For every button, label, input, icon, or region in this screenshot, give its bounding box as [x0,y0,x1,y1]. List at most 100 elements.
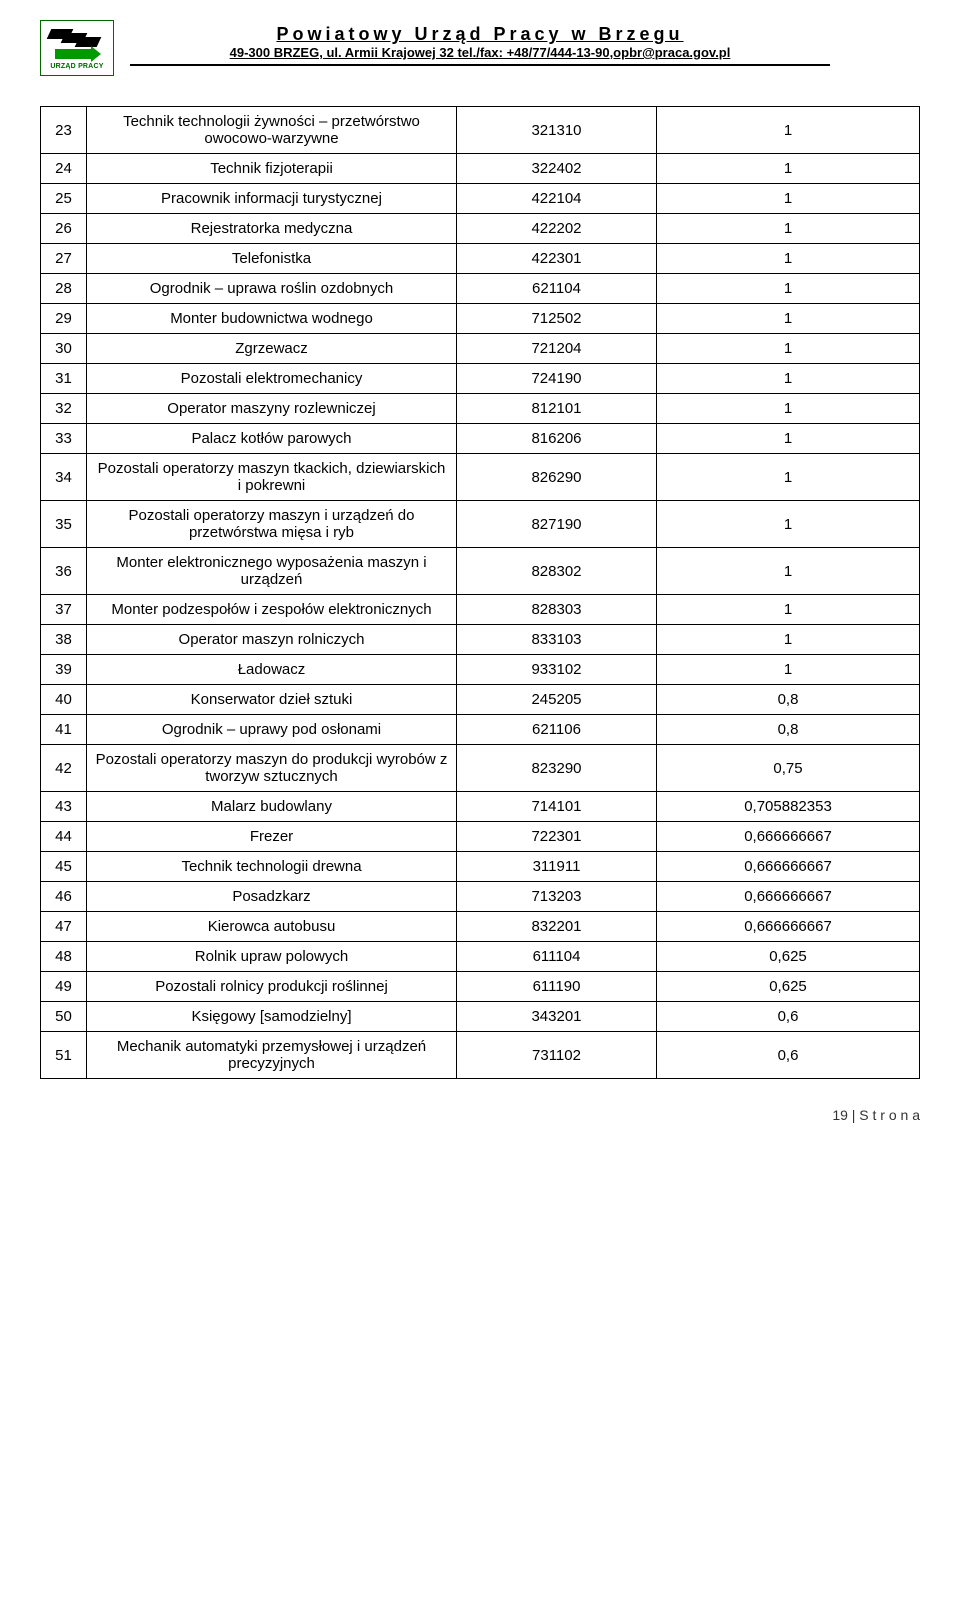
row-value: 1 [657,454,920,501]
row-value: 1 [657,655,920,685]
row-name: Rejestratorka medyczna [87,214,457,244]
table-row: 37Monter podzespołów i zespołów elektron… [41,595,920,625]
row-value: 0,8 [657,715,920,745]
table-row: 42Pozostali operatorzy maszyn do produkc… [41,745,920,792]
row-name: Operator maszyny rozlewniczej [87,394,457,424]
row-value: 0,705882353 [657,792,920,822]
row-name: Pozostali rolnicy produkcji roślinnej [87,972,457,1002]
row-name: Technik fizjoterapii [87,154,457,184]
row-name: Pracownik informacji turystycznej [87,184,457,214]
row-code: 611190 [457,972,657,1002]
row-value: 1 [657,214,920,244]
header-title: Powiatowy Urząd Pracy w Brzegu [130,24,830,45]
row-name: Konserwator dzieł sztuki [87,685,457,715]
row-number: 45 [41,852,87,882]
row-name: Posadzkarz [87,882,457,912]
row-name: Monter elektronicznego wyposażenia maszy… [87,548,457,595]
table-row: 38Operator maszyn rolniczych8331031 [41,625,920,655]
row-code: 812101 [457,394,657,424]
row-code: 611104 [457,942,657,972]
row-name: Palacz kotłów parowych [87,424,457,454]
row-number: 49 [41,972,87,1002]
row-number: 48 [41,942,87,972]
row-number: 47 [41,912,87,942]
row-value: 0,625 [657,972,920,1002]
row-value: 1 [657,154,920,184]
row-number: 40 [41,685,87,715]
row-name: Monter podzespołów i zespołów elektronic… [87,595,457,625]
table-row: 48Rolnik upraw polowych6111040,625 [41,942,920,972]
table-row: 47Kierowca autobusu8322010,666666667 [41,912,920,942]
row-number: 26 [41,214,87,244]
table-row: 31Pozostali elektromechanicy7241901 [41,364,920,394]
table-row: 41Ogrodnik – uprawy pod osłonami6211060,… [41,715,920,745]
row-number: 50 [41,1002,87,1032]
row-code: 343201 [457,1002,657,1032]
row-number: 25 [41,184,87,214]
row-value: 0,666666667 [657,822,920,852]
row-number: 35 [41,501,87,548]
page-header: URZĄD PRACY Powiatowy Urząd Pracy w Brze… [40,24,920,66]
table-row: 25Pracownik informacji turystycznej42210… [41,184,920,214]
row-code: 422202 [457,214,657,244]
row-name: Telefonistka [87,244,457,274]
row-value: 0,75 [657,745,920,792]
row-number: 24 [41,154,87,184]
row-number: 23 [41,107,87,154]
table-row: 26Rejestratorka medyczna4222021 [41,214,920,244]
row-number: 29 [41,304,87,334]
table-row: 40Konserwator dzieł sztuki2452050,8 [41,685,920,715]
table-row: 35Pozostali operatorzy maszyn i urządzeń… [41,501,920,548]
logo: URZĄD PRACY [40,20,114,76]
row-number: 51 [41,1032,87,1079]
row-number: 31 [41,364,87,394]
table-row: 29Monter budownictwa wodnego7125021 [41,304,920,334]
row-value: 1 [657,595,920,625]
row-number: 39 [41,655,87,685]
row-value: 0,666666667 [657,912,920,942]
row-name: Pozostali elektromechanicy [87,364,457,394]
row-name: Księgowy [samodzielny] [87,1002,457,1032]
row-value: 1 [657,107,920,154]
row-name: Technik technologii żywności – przetwórs… [87,107,457,154]
row-value: 1 [657,394,920,424]
row-code: 933102 [457,655,657,685]
row-value: 1 [657,184,920,214]
row-number: 38 [41,625,87,655]
row-number: 43 [41,792,87,822]
row-number: 33 [41,424,87,454]
row-code: 722301 [457,822,657,852]
row-value: 1 [657,364,920,394]
row-code: 827190 [457,501,657,548]
table-row: 50Księgowy [samodzielny]3432010,6 [41,1002,920,1032]
row-number: 37 [41,595,87,625]
row-name: Mechanik automatyki przemysłowej i urząd… [87,1032,457,1079]
row-code: 832201 [457,912,657,942]
row-number: 46 [41,882,87,912]
table-row: 44Frezer7223010,666666667 [41,822,920,852]
row-number: 34 [41,454,87,501]
table-row: 34Pozostali operatorzy maszyn tkackich, … [41,454,920,501]
row-value: 1 [657,625,920,655]
row-name: Frezer [87,822,457,852]
row-code: 724190 [457,364,657,394]
row-code: 311911 [457,852,657,882]
table-row: 23Technik technologii żywności – przetwó… [41,107,920,154]
row-code: 422301 [457,244,657,274]
row-value: 1 [657,424,920,454]
table-row: 28Ogrodnik – uprawa roślin ozdobnych6211… [41,274,920,304]
table-row: 39Ładowacz9331021 [41,655,920,685]
row-value: 1 [657,334,920,364]
row-code: 823290 [457,745,657,792]
row-number: 36 [41,548,87,595]
row-value: 0,6 [657,1032,920,1079]
row-name: Pozostali operatorzy maszyn i urządzeń d… [87,501,457,548]
table-row: 46Posadzkarz7132030,666666667 [41,882,920,912]
row-value: 1 [657,501,920,548]
row-value: 0,8 [657,685,920,715]
table-row: 36Monter elektronicznego wyposażenia mas… [41,548,920,595]
row-name: Rolnik upraw polowych [87,942,457,972]
row-code: 816206 [457,424,657,454]
row-value: 0,625 [657,942,920,972]
row-code: 828302 [457,548,657,595]
